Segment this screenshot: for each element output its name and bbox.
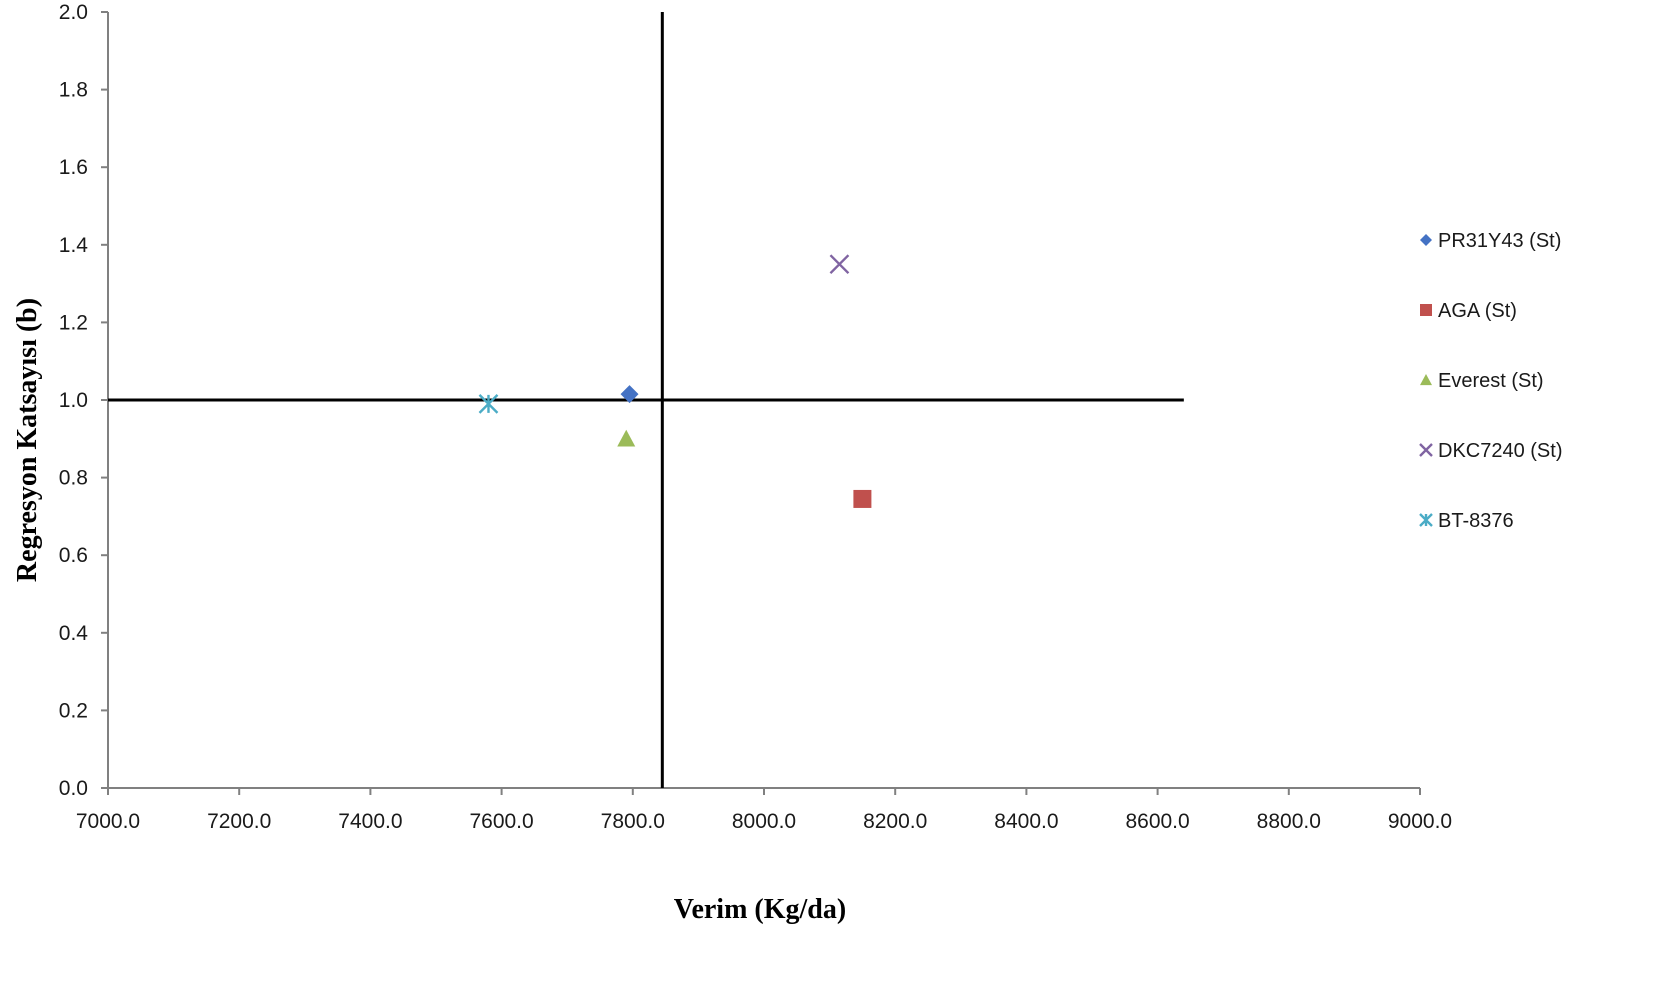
- y-tick-label: 1.6: [59, 156, 88, 179]
- x-tick-label: 7600.0: [469, 810, 533, 833]
- y-axis-title: Regresyon Katsayısı (b): [12, 298, 43, 582]
- legend-label: Everest (St): [1438, 370, 1544, 392]
- x-tick-label: 8600.0: [1125, 810, 1189, 833]
- legend-marker: [1420, 374, 1432, 386]
- legend-marker: [1419, 443, 1433, 457]
- legend-label: AGA (St): [1438, 300, 1517, 322]
- legend-marker: [1420, 234, 1432, 246]
- x-tick-label: 8400.0: [994, 810, 1058, 833]
- y-tick-label: 1.2: [59, 311, 88, 334]
- y-tick-label: 0.8: [59, 467, 88, 490]
- y-tick-label: 1.8: [59, 79, 88, 102]
- legend-label: PR31Y43 (St): [1438, 230, 1561, 252]
- data-point: [617, 429, 636, 447]
- y-tick-label: 0.2: [59, 699, 88, 722]
- data-point: [620, 385, 639, 404]
- x-tick-label: 9000.0: [1388, 810, 1452, 833]
- x-tick-label: 7800.0: [601, 810, 665, 833]
- legend: PR31Y43 (St) AGA (St) Everest (St) DKC7240 …: [1419, 230, 1563, 532]
- x-tick-label: 7200.0: [207, 810, 271, 833]
- y-tick-label: 1.0: [59, 389, 88, 412]
- y-axis-ticks: 0.0 0.2 0.4 0.6 0.8 1.0 1.2 1.4 1.6 1.8 2.0: [59, 1, 108, 800]
- legend-label: BT-8376: [1438, 510, 1514, 532]
- data-points: [478, 254, 872, 508]
- data-point: [478, 394, 499, 414]
- legend-marker: [1420, 304, 1432, 316]
- x-axis-title: Verim (Kg/da): [674, 894, 846, 925]
- legend-marker: [1419, 513, 1433, 527]
- y-tick-label: 2.0: [59, 1, 88, 24]
- x-tick-label: 8000.0: [732, 810, 796, 833]
- data-point: [853, 489, 872, 508]
- x-tick-label: 7000.0: [76, 810, 140, 833]
- y-tick-label: 0.4: [59, 622, 89, 645]
- x-tick-label: 7400.0: [338, 810, 402, 833]
- x-axis-ticks: 7000.0 7200.0 7400.0 7600.0 7800.0 8000.0 8200…: [76, 788, 1452, 833]
- legend-label: DKC7240 (St): [1438, 440, 1563, 462]
- y-tick-label: 1.4: [59, 234, 89, 257]
- y-tick-label: 0.6: [59, 544, 88, 567]
- y-tick-label: 0.0: [59, 777, 88, 800]
- data-point: [829, 254, 850, 275]
- x-tick-label: 8200.0: [863, 810, 927, 833]
- x-tick-label: 8800.0: [1257, 810, 1321, 833]
